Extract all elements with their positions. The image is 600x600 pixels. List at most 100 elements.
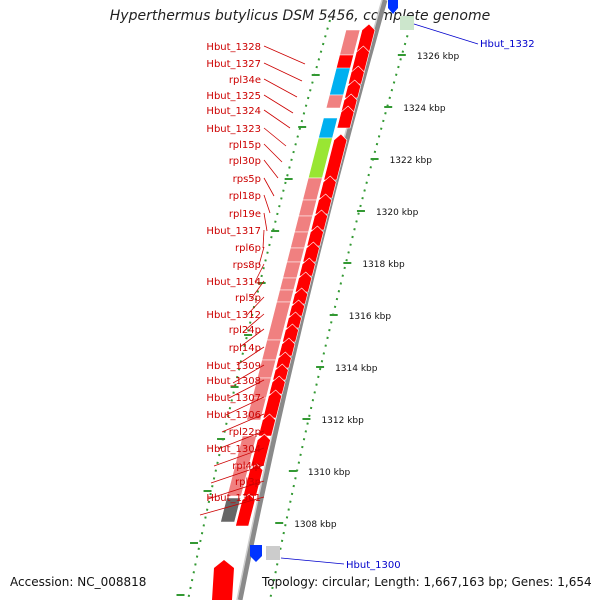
gene-label-left: Hbut_1306 — [206, 410, 261, 421]
leader-line-red — [263, 212, 268, 232]
leader-line-red — [263, 109, 291, 129]
gene-label-left: Hbut_1325 — [206, 91, 261, 102]
gene-label-left: Hbut_1328 — [206, 42, 261, 53]
gene-block-green-top — [400, 16, 414, 30]
leader-line-red — [263, 143, 283, 163]
scale-label: 1314 kbp — [335, 364, 378, 374]
gene-label-left: Hbut_1309 — [206, 361, 261, 372]
leader-line-red — [263, 177, 275, 197]
scale-label: 1324 kbp — [403, 104, 446, 114]
gene-label-left: Hbut_1304 — [206, 444, 261, 455]
leader-line-red — [239, 328, 265, 348]
leader-line-red — [213, 447, 265, 467]
gene-label-left: rpl18p — [229, 191, 261, 202]
gene-label-left: rpl4lp — [232, 461, 261, 472]
gene-block-pink — [298, 199, 318, 217]
scale-label: 1322 kbp — [390, 156, 433, 166]
leader-line-red — [221, 413, 265, 433]
leader-line-blue — [413, 23, 479, 45]
leader-line-red — [263, 45, 306, 65]
leader-line-red — [199, 496, 265, 516]
gene-label-left: rpl15p — [229, 140, 261, 151]
gene-block-pink — [276, 289, 295, 303]
gene-label-left: rpl14p — [229, 343, 261, 354]
gene-labels-right: Hbut_1332 Hbut_1300 — [346, 39, 535, 571]
leader-line-red — [263, 194, 271, 214]
gene-labels-left: Hbut_1328 Hbut_1327 rpl34e Hbut_1325 Hbut_13… — [206, 42, 261, 504]
gene-label-left: rpl30p — [229, 156, 261, 167]
gene-label-left: Hbut_1314 — [206, 277, 261, 288]
gene-label-right: Hbut_1300 — [346, 560, 401, 571]
gene-arrow-blue-top — [388, 0, 398, 14]
gene-label-left: Hbut_1324 — [206, 106, 261, 117]
gene-label-left: rpl34e — [229, 75, 261, 86]
leader-line-red — [242, 313, 265, 333]
scale-label: 1318 kbp — [362, 260, 405, 270]
scale-label: 1316 kbp — [349, 312, 392, 322]
accession-text: Accession: NC_008818 — [10, 575, 147, 589]
gene-label-left: Hbut_1312 — [206, 310, 261, 321]
leader-line-red — [263, 78, 298, 98]
scale-label: 1308 kbp — [294, 520, 337, 530]
backbone-line — [237, 0, 388, 600]
scale-label: 1312 kbp — [321, 416, 364, 426]
gene-block-lightgray — [266, 546, 280, 560]
gene-block-pink — [226, 465, 250, 497]
gene-label-left: rpl22p — [229, 427, 261, 438]
leader-line-red — [246, 296, 265, 316]
gene-label-left: Hbut_1301 — [206, 493, 261, 504]
gene-arrow-red — [242, 463, 264, 497]
inner-dotted-track — [176, 19, 331, 600]
gene-arrow-blue — [250, 545, 262, 562]
gene-label-left: rpl24p — [229, 325, 261, 336]
gene-block-pink — [294, 215, 313, 233]
gene-label-left: Hbut_1317 — [206, 226, 261, 237]
scale-dots — [269, 19, 413, 600]
scale-label: 1326 kbp — [417, 52, 460, 62]
scale-dotted-track — [269, 19, 413, 600]
gene-arrow-red — [235, 493, 256, 527]
leader-line-blue — [280, 557, 345, 565]
gene-label-left: Hbut_1308 — [206, 376, 261, 387]
leader-line-red — [263, 127, 287, 147]
leader-line-red — [217, 430, 265, 450]
leader-line-red — [254, 263, 265, 283]
leader-line-red — [232, 364, 265, 384]
leader-line-red — [207, 480, 265, 500]
leader-line-red — [210, 464, 265, 484]
leader-line-red — [263, 159, 279, 179]
gene-label-left: rps8p — [233, 260, 261, 271]
scale-labels: 1326 kbp 1324 kbp 1322 kbp 1320 kbp 1318 kbp… — [275, 52, 460, 530]
gene-label-left: rpl5p — [235, 293, 261, 304]
topology-text: Topology: circular; Length: 1,667,163 bp… — [262, 575, 592, 589]
leader-line-red — [225, 396, 265, 416]
gene-arrow-red — [336, 105, 355, 129]
leader-line-red — [263, 94, 294, 114]
gene-label-left: rpl19e — [229, 209, 261, 220]
scale-label: 1320 kbp — [376, 208, 419, 218]
label-leader-lines — [199, 23, 479, 565]
gene-label-right: Hbut_1332 — [480, 39, 535, 50]
gene-block-pink — [282, 261, 302, 279]
gene-label-left: rps5p — [233, 174, 261, 185]
gene-arrow-red — [258, 413, 276, 437]
gene-block-pink — [290, 231, 309, 249]
gene-block-cyan — [318, 117, 338, 139]
gene-arrow-red-bottom — [212, 560, 234, 600]
gene-label-left: rpl3p — [235, 477, 261, 488]
gene-block-gray — [220, 497, 242, 523]
gene-label-left: Hbut_1307 — [206, 393, 261, 404]
gene-block-pink — [261, 339, 282, 361]
leader-line-red — [263, 62, 303, 82]
scale-label: 1310 kbp — [308, 468, 351, 478]
leader-line-red — [250, 280, 265, 300]
leader-line-red — [258, 246, 265, 266]
gene-label-left: Hbut_1327 — [206, 59, 261, 70]
gene-features — [212, 0, 414, 600]
map-title: Hyperthermus butylicus DSM 5456, complet… — [109, 8, 491, 24]
gene-block-pink — [325, 94, 344, 109]
leader-line-red — [236, 346, 265, 366]
gene-label-left: Hbut_1323 — [206, 124, 261, 135]
